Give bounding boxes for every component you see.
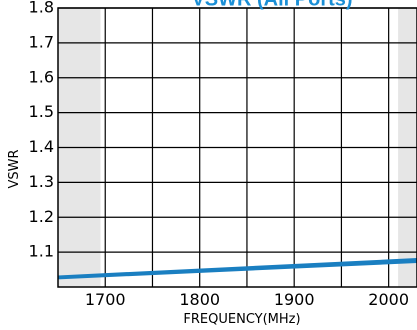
series-line-3: [57, 259, 417, 279]
grid-lines: [58, 7, 417, 287]
y-tick-label: 1.7: [29, 32, 54, 51]
chart-title: VSWR (All Ports): [191, 0, 352, 10]
y-tick-label: 1.4: [29, 137, 54, 156]
x-tick-label: 1700: [85, 290, 126, 309]
plot-border: [57, 7, 417, 288]
y-tick-label: 1.1: [29, 242, 54, 261]
data-series: [57, 258, 417, 280]
series-line-2: [57, 260, 417, 280]
y-tick-label: 1.8: [29, 0, 54, 17]
y-tick-labels: 1.8 1.7 1.6 1.5 1.4 1.3 1.2 1.1: [29, 0, 54, 261]
y-axis-label: VSWR: [7, 149, 22, 188]
x-tick-label: 2000: [368, 290, 409, 309]
x-tick-label: 1800: [179, 290, 220, 309]
y-tick-label: 1.3: [29, 172, 54, 191]
y-tick-label: 1.5: [29, 102, 54, 121]
y-tick-label: 1.6: [29, 67, 54, 86]
x-tick-label: 1900: [274, 290, 315, 309]
y-tick-label: 1.2: [29, 207, 54, 226]
x-axis-label: FREQUENCY(MHz): [183, 312, 300, 327]
plot-frame: [57, 7, 417, 288]
x-tick-labels: 1700 1800 1900 2000: [85, 290, 409, 309]
